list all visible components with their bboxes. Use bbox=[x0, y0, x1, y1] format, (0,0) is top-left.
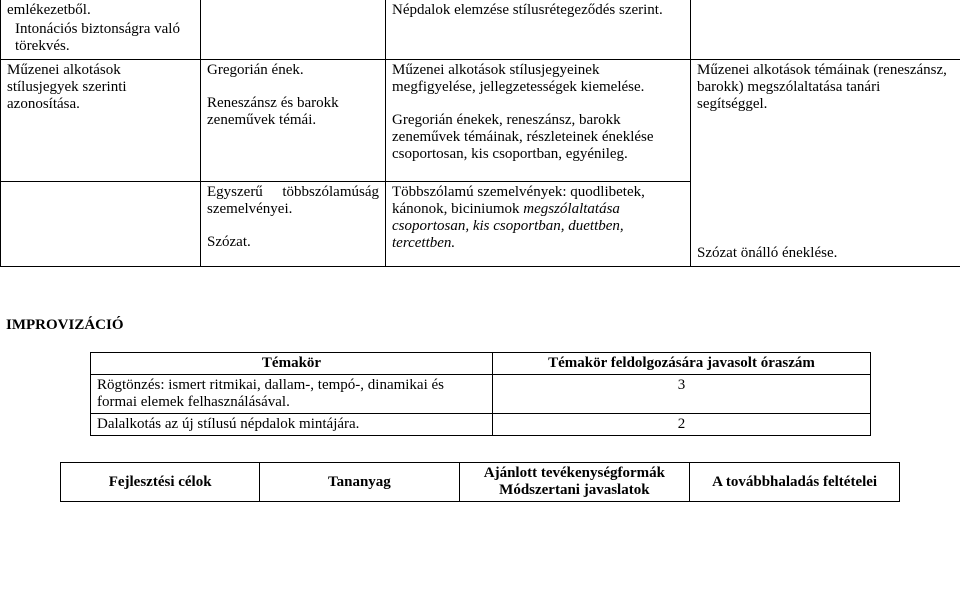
table-row: emlékezetből. Intonációs biztonságra val… bbox=[1, 0, 960, 60]
content-table-1: emlékezetből. Intonációs biztonságra val… bbox=[0, 0, 960, 267]
column-header: Témakör feldolgozására javasolt óraszám bbox=[493, 353, 871, 375]
text: Műzenei alkotások stílusjegyek szerinti … bbox=[7, 62, 194, 113]
table-header-row: Fejlesztési célok Tananyag Ajánlott tevé… bbox=[61, 463, 900, 502]
table-row: Dalalkotás az új stílusú népdalok mintáj… bbox=[91, 414, 871, 436]
column-header: A továbbhaladás feltételei bbox=[690, 463, 900, 502]
table-row: Rögtönzés: ismert ritmikai, dallam-, tem… bbox=[91, 375, 871, 414]
column-header: Témakör bbox=[91, 353, 493, 375]
table-row: Műzenei alkotások stílusjegyek szerinti … bbox=[1, 60, 960, 182]
cell: 3 bbox=[493, 375, 871, 414]
section-heading-improvizacio: IMPROVIZÁCIÓ bbox=[6, 317, 960, 334]
cell: Többszólamú szemelvények: quodlibetek, k… bbox=[386, 182, 691, 267]
text: emlékezetből. bbox=[7, 2, 194, 19]
cell: Dalalkotás az új stílusú népdalok mintáj… bbox=[91, 414, 493, 436]
cell bbox=[1, 182, 201, 267]
cell: Egyszerű többszólamúság szemelvényei. Sz… bbox=[201, 182, 386, 267]
column-header: Tananyag bbox=[260, 463, 459, 502]
text: Szózat. bbox=[207, 234, 379, 251]
text: Műzenei alkotások stílusjegyeinek megfig… bbox=[392, 62, 684, 96]
cell: Műzenei alkotások stílusjegyeinek megfig… bbox=[386, 60, 691, 182]
text: Műzenei alkotások témáinak (reneszánsz, … bbox=[697, 62, 954, 113]
cell: 2 bbox=[493, 414, 871, 436]
text: Gregorián ének. bbox=[207, 62, 379, 79]
cell: Rögtönzés: ismert ritmikai, dallam-, tem… bbox=[91, 375, 493, 414]
text: Többszólamú szemelvények: quodlibetek, k… bbox=[392, 184, 684, 252]
table-header-row: Témakör Témakör feldolgozására javasolt … bbox=[91, 353, 871, 375]
text: Gregorián énekek, reneszánsz, barokk zen… bbox=[392, 112, 684, 163]
cell: Gregorián ének. Reneszánsz és barokk zen… bbox=[201, 60, 386, 182]
text: Reneszánsz és barokk zeneművek témái. bbox=[207, 95, 379, 129]
text: Módszertani javaslatok bbox=[466, 482, 684, 499]
text: Intonációs biztonságra való törekvés. bbox=[15, 21, 194, 55]
cell: Műzenei alkotások témáinak (reneszánsz, … bbox=[691, 60, 960, 267]
text: Ajánlott tevékenységformák bbox=[466, 465, 684, 482]
cell: Műzenei alkotások stílusjegyek szerinti … bbox=[1, 60, 201, 182]
column-header: Fejlesztési célok bbox=[61, 463, 260, 502]
cell: Népdalok elemzése stílusrétegeződés szer… bbox=[386, 0, 691, 60]
content-table-2: Témakör Témakör feldolgozására javasolt … bbox=[90, 352, 871, 436]
text: Népdalok elemzése stílusrétegeződés szer… bbox=[392, 2, 684, 19]
column-header: Ajánlott tevékenységformák Módszertani j… bbox=[459, 463, 690, 502]
text: Szózat önálló éneklése. bbox=[697, 245, 954, 262]
cell bbox=[691, 0, 960, 60]
text: Egyszerű többszólamúság szemelvényei. bbox=[207, 184, 379, 218]
cell: emlékezetből. Intonációs biztonságra val… bbox=[1, 0, 201, 60]
cell bbox=[201, 0, 386, 60]
content-table-3: Fejlesztési célok Tananyag Ajánlott tevé… bbox=[60, 462, 900, 502]
